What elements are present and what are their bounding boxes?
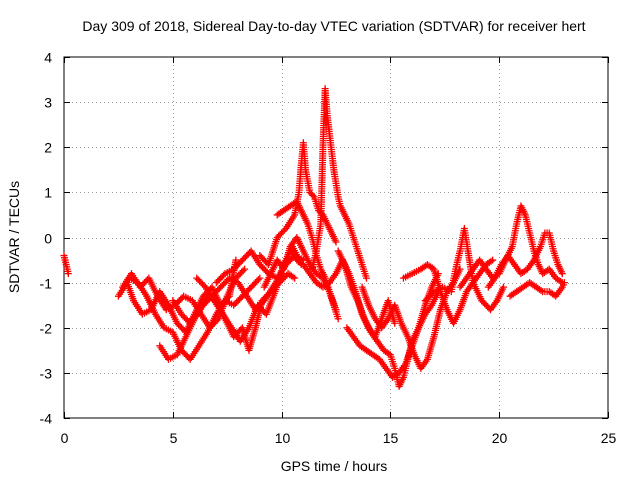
data-point-track-21 [560, 279, 568, 287]
data-point-track-3 [241, 265, 249, 273]
y-tick-label: -3 [40, 366, 53, 382]
data-point-track-20 [558, 270, 566, 278]
y-axis-label: SDTVAR / TECUs [6, 181, 22, 293]
chart-title: Day 309 of 2018, Sidereal Day-to-day VTE… [82, 18, 585, 34]
y-tick-label: 4 [44, 50, 52, 66]
axis-ticks [64, 57, 609, 419]
data-point-track-11 [334, 315, 342, 323]
data-point-track-13 [391, 319, 399, 327]
data-point-track-18 [428, 289, 436, 297]
data-point-track-8 [220, 271, 228, 279]
data-point-track-12 [362, 274, 370, 282]
data-point-track-4 [254, 276, 262, 284]
data-points [60, 85, 568, 390]
data-point-track-17 [487, 257, 495, 265]
y-tick-label: 0 [44, 231, 52, 247]
x-tick-labels: 0 5 10 15 20 25 [61, 430, 617, 446]
y-tick-label: -1 [40, 276, 53, 292]
data-point-track-21 [537, 287, 545, 295]
data-point-track-17 [489, 256, 497, 264]
x-tick-label: 15 [383, 430, 399, 446]
y-tick-label: -2 [40, 321, 53, 337]
x-tick-label: 25 [601, 430, 617, 446]
y-tick-label: 2 [44, 140, 52, 156]
data-point-track-6 [291, 274, 299, 282]
y-tick-label: -4 [40, 411, 53, 427]
data-point-track-10 [332, 238, 340, 246]
y-tick-label: 1 [44, 185, 52, 201]
data-point-track-4 [256, 274, 264, 282]
data-point-track-3 [239, 267, 247, 275]
x-tick-label: 10 [275, 430, 291, 446]
x-axis-label: GPS time / hours [281, 458, 388, 474]
data-point-track-1 [64, 270, 72, 278]
data-point-track-18 [500, 283, 508, 291]
x-tick-label: 5 [170, 430, 178, 446]
plot-frame [63, 56, 609, 419]
data-point-track-2 [232, 256, 240, 264]
y-tick-label: 3 [44, 95, 52, 111]
x-tick-label: 0 [61, 430, 69, 446]
data-point-track-6 [289, 273, 297, 281]
x-tick-label: 20 [492, 430, 508, 446]
data-point-track-10 [309, 191, 317, 199]
y-tick-labels: -4 -3 -2 -1 0 1 2 3 4 [40, 50, 53, 427]
